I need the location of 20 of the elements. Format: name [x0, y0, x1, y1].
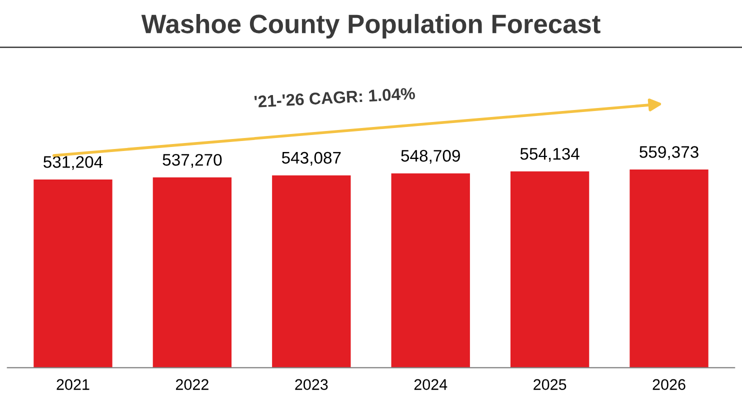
data-label: 531,204: [44, 156, 103, 170]
data-label: 548,709: [401, 150, 460, 164]
x-tick-label: 2023: [295, 379, 328, 390]
chart-title: Washoe County Population Forecast: [141, 14, 600, 39]
x-tick-label: 2026: [652, 379, 686, 390]
data-label: 554,134: [520, 148, 580, 162]
x-tick-label: 2022: [176, 379, 208, 390]
data-label: 537,270: [162, 154, 222, 168]
bar: [272, 175, 351, 368]
x-tick-label: 2025: [534, 379, 566, 390]
bar: [391, 173, 470, 368]
x-tick-label: 2024: [414, 379, 448, 390]
x-tick-label: 2021: [56, 379, 90, 390]
bar: [152, 177, 232, 368]
bar: [34, 180, 112, 368]
data-label: 543,087: [282, 152, 341, 166]
bar: [510, 171, 590, 368]
text: '21-'26 CAGR: 1.04%: [254, 87, 416, 108]
bar: [630, 170, 708, 368]
data-label: 559,373: [640, 146, 698, 160]
